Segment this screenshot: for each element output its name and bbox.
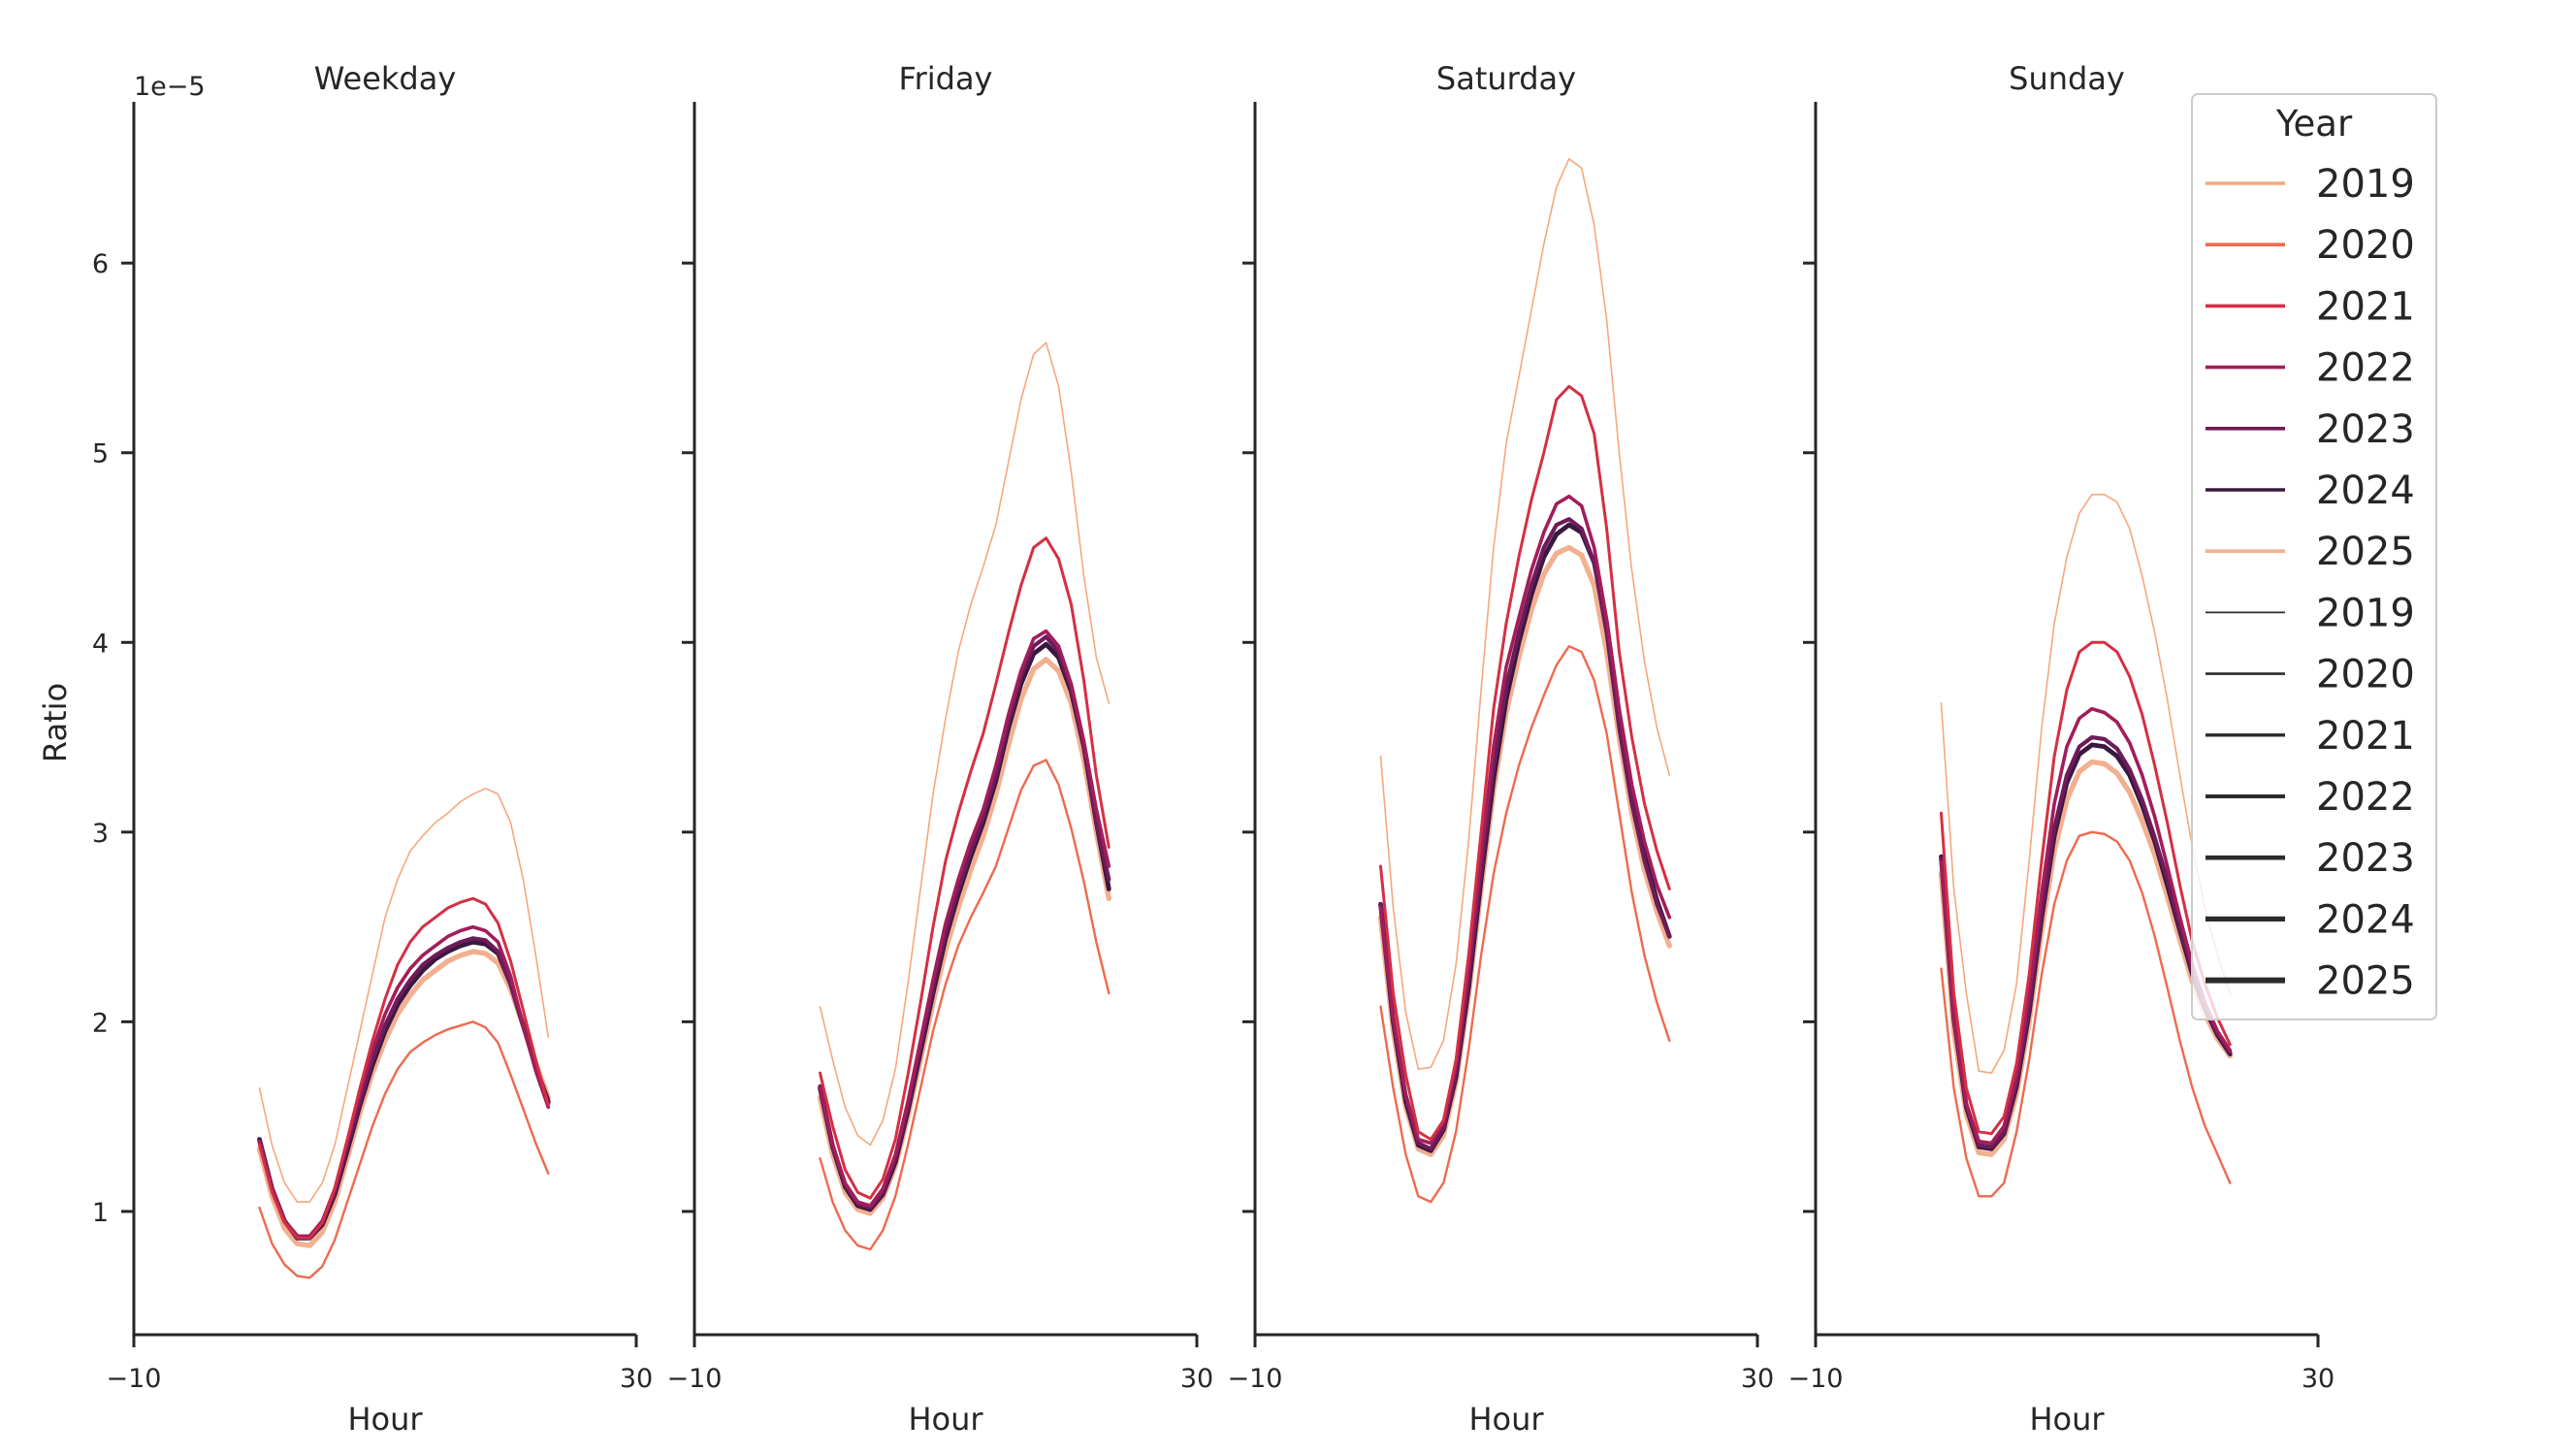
legend-label: 2021 xyxy=(2316,714,2415,759)
x-axis-label: Hour xyxy=(2029,1401,2105,1438)
panel-weekday: Weekday 1 2 3 4 5 6 −10 30 Hour xyxy=(92,60,653,1438)
legend-title: Year xyxy=(2275,103,2353,145)
series-line-2019 xyxy=(1940,493,2232,1074)
series-line-2021 xyxy=(1940,640,2232,1136)
series-line-2020 xyxy=(258,1020,550,1279)
series-line-2020 xyxy=(1379,645,1671,1204)
x-axis-label: Hour xyxy=(908,1401,983,1438)
series-line-2023 xyxy=(1939,734,2233,1149)
legend-label: 2023 xyxy=(2316,407,2415,452)
x-tick-label: 30 xyxy=(2302,1364,2334,1394)
series-line-2021 xyxy=(258,896,550,1240)
x-axis-label: Hour xyxy=(1468,1401,1544,1438)
series-line-2025 xyxy=(817,657,1112,1216)
panel-title: Weekday xyxy=(314,60,457,97)
panel-sunday: Sunday −10 30 Hour xyxy=(1788,60,2335,1438)
series-line-2023 xyxy=(818,634,1111,1211)
legend: Year 2019 2020 2021 2022 2023 2024 2025 2019 2020… xyxy=(2191,93,2437,1020)
series-line-2024 xyxy=(1378,522,1672,1153)
y-axis-offset-text: 1e−5 xyxy=(134,72,206,102)
x-tick-label: −10 xyxy=(1228,1364,1283,1394)
y-tick-label: 5 xyxy=(92,439,109,469)
series-line-2020 xyxy=(1940,830,2232,1198)
series-line-2020 xyxy=(819,759,1111,1251)
series-line-2025 xyxy=(256,949,551,1248)
series-line-2021 xyxy=(819,536,1111,1200)
series-line-2022 xyxy=(1378,494,1672,1146)
legend-label: 2022 xyxy=(2316,775,2415,820)
series-line-2023 xyxy=(1378,517,1672,1151)
x-tick-label: 30 xyxy=(620,1364,653,1394)
legend-label: 2020 xyxy=(2316,653,2415,697)
y-tick-label: 3 xyxy=(92,819,109,849)
x-tick-label: −10 xyxy=(1788,1364,1844,1394)
series-line-2024 xyxy=(818,641,1111,1212)
series-line-2019 xyxy=(819,341,1111,1147)
series-line-2022 xyxy=(257,924,551,1239)
x-axis-label: Hour xyxy=(347,1401,423,1438)
series-line-2022 xyxy=(1939,706,2233,1146)
series-line-2022 xyxy=(818,629,1111,1208)
legend-frame xyxy=(2191,93,2437,1020)
y-tick-label: 4 xyxy=(92,629,109,659)
legend-label: 2021 xyxy=(2316,284,2415,329)
legend-label: 2024 xyxy=(2316,897,2415,942)
legend-label: 2024 xyxy=(2316,469,2415,513)
y-tick-label: 2 xyxy=(92,1008,109,1038)
legend-label: 2025 xyxy=(2316,530,2415,574)
series-line-2019 xyxy=(1379,157,1671,1070)
legend-label: 2023 xyxy=(2316,836,2415,881)
x-tick-label: 30 xyxy=(1741,1364,1774,1394)
x-tick-label: −10 xyxy=(107,1364,162,1394)
panel-title: Sunday xyxy=(2009,60,2125,97)
panel-saturday: Saturday −10 30 Hour xyxy=(1228,60,1775,1438)
y-axis-label: Ratio xyxy=(37,683,74,762)
y-tick-label: 6 xyxy=(92,249,109,279)
legend-label: 2022 xyxy=(2316,346,2415,391)
legend-label: 2019 xyxy=(2316,591,2415,635)
panel-friday: Friday −10 30 Hour xyxy=(667,60,1214,1438)
y-tick-label: 1 xyxy=(92,1198,109,1228)
panel-title: Friday xyxy=(899,60,993,97)
series-line-2019 xyxy=(258,787,550,1203)
legend-label: 2019 xyxy=(2316,162,2415,207)
panel-title: Saturday xyxy=(1436,60,1576,97)
series-line-2021 xyxy=(1379,384,1671,1142)
legend-label: 2020 xyxy=(2316,223,2415,268)
series-line-2025 xyxy=(1938,759,2234,1157)
x-tick-label: −10 xyxy=(667,1364,723,1394)
x-tick-label: 30 xyxy=(1180,1364,1213,1394)
legend-label: 2025 xyxy=(2316,959,2415,1004)
